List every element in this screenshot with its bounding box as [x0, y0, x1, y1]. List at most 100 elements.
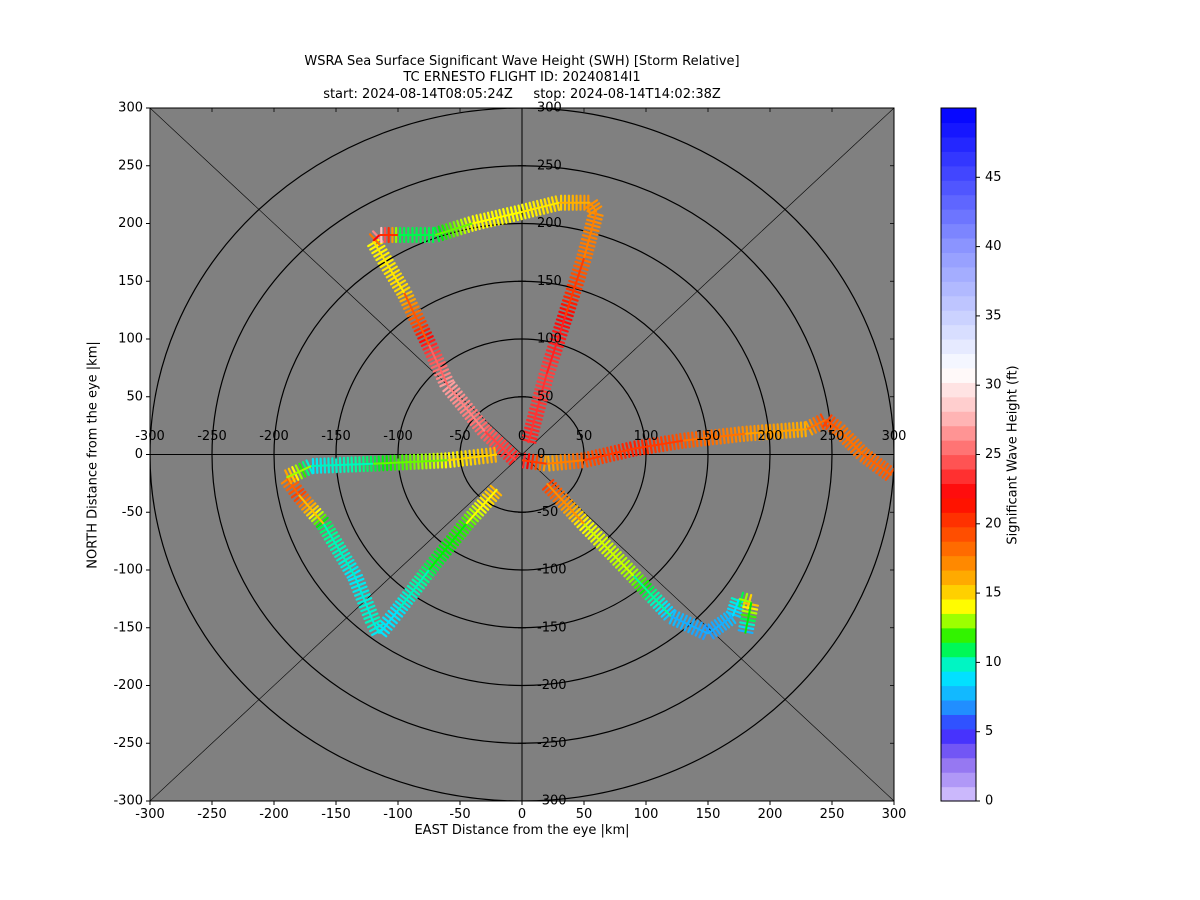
y-tick-label: 300: [118, 101, 143, 116]
colorbar-band: [941, 310, 976, 326]
colorbar-band: [941, 295, 976, 311]
colorbar-band: [941, 642, 976, 658]
track-segment: [372, 234, 381, 242]
inner-x-tick-label: -150: [321, 429, 351, 444]
y-tick-label: 150: [118, 274, 143, 289]
inner-y-tick-label: 150: [537, 274, 562, 289]
track-segment: [633, 439, 684, 450]
colorbar-tick-label: 45: [985, 170, 1002, 185]
colorbar-band: [941, 757, 976, 773]
track-segment: [583, 447, 634, 462]
colorbar-band: [941, 180, 976, 196]
colorbar-label: Significant Wave Height (ft): [1005, 365, 1021, 545]
inner-x-tick-label: 200: [758, 429, 783, 444]
colorbar-band: [941, 598, 976, 614]
colorbar-band: [941, 483, 976, 499]
inner-x-tick-label: 50: [576, 429, 593, 444]
outer-axis-ticks: -300 -250 -200 -150 -100 -50 0 50 100 150 200 250 30…: [113, 101, 906, 823]
colorbar-tick-label: 35: [985, 308, 1002, 323]
colorbar-band: [941, 266, 976, 282]
colorbar-band: [941, 223, 976, 239]
colorbar-band: [941, 440, 976, 456]
colorbar-band: [941, 324, 976, 340]
track-segment: [632, 575, 672, 617]
x-tick-label: 250: [820, 807, 845, 822]
colorbar: 0 5 10 15 20 25 30 35 40 45: [940, 107, 1002, 809]
x-tick-label: -100: [383, 807, 413, 822]
track-segment: [472, 210, 523, 225]
colorbar-band: [941, 772, 976, 788]
inner-x-tick-label: 150: [696, 429, 721, 444]
track-segment: [298, 494, 325, 525]
track-segment: [353, 575, 375, 623]
inner-y-tick-label: -200: [537, 678, 567, 693]
inner-y-tick-label: 200: [537, 216, 562, 231]
colorbar-band: [941, 627, 976, 643]
colorbar-band: [941, 743, 976, 759]
colorbar-band: [941, 411, 976, 427]
colorbar-band: [941, 555, 976, 571]
flight-track: [280, 194, 894, 641]
colorbar-band: [941, 786, 976, 802]
colorbar-band: [941, 570, 976, 586]
inner-x-tick-label: 250: [820, 429, 845, 444]
inner-y-tick-label: -100: [537, 563, 567, 578]
x-tick-label: -150: [321, 807, 351, 822]
colorbar-band: [941, 728, 976, 744]
colorbar-band: [941, 165, 976, 181]
colorbar-tick-label: 30: [985, 378, 1002, 393]
inner-x-tick-label: -100: [383, 429, 413, 444]
colorbar-tick-label: 5: [985, 724, 993, 739]
track-segment: [285, 465, 312, 479]
inner-y-tick-label: -150: [537, 620, 567, 635]
track-segment: [397, 569, 430, 612]
y-tick-label: -300: [113, 794, 143, 809]
colorbar-band: [941, 136, 976, 152]
chart-title: WSRA Sea Surface Significant Wave Height…: [304, 54, 740, 69]
track-segment: [825, 419, 839, 430]
track-segment: [446, 384, 486, 433]
y-tick-label: -50: [122, 505, 143, 520]
colorbar-band: [941, 685, 976, 701]
colorbar-band: [941, 584, 976, 600]
colorbar-band: [941, 656, 976, 672]
track-segment: [372, 621, 381, 634]
y-tick-label: -150: [113, 620, 143, 635]
track-segment: [447, 453, 498, 462]
track-segment: [583, 523, 635, 577]
inner-x-tick-label: -50: [449, 429, 470, 444]
track-segment: [372, 240, 406, 294]
colorbar-band: [941, 339, 976, 355]
colorbar-band: [941, 151, 976, 167]
colorbar-band: [941, 209, 976, 225]
colorbar-band: [941, 353, 976, 369]
colorbar-tick-label: 40: [985, 239, 1002, 254]
inner-x-tick-label: -200: [259, 429, 289, 444]
colorbar-band: [941, 541, 976, 557]
x-tick-label: 150: [696, 807, 721, 822]
colorbar-band: [941, 194, 976, 210]
track-segment: [434, 222, 473, 237]
colorbar-tick-label: 25: [985, 447, 1002, 462]
inner-y-tick-label: 100: [537, 332, 562, 347]
inner-y-tick-label: 50: [537, 389, 554, 404]
y-tick-label: -200: [113, 678, 143, 693]
inner-y-tick-label: 0: [537, 447, 545, 462]
track-segment: [465, 488, 498, 525]
colorbar-band: [941, 382, 976, 398]
track-segment: [731, 598, 740, 617]
x-tick-label: -300: [135, 807, 165, 822]
y-tick-label: -100: [113, 563, 143, 578]
colorbar-band: [941, 367, 976, 383]
colorbar-band: [941, 714, 976, 730]
colorbar-band: [941, 526, 976, 542]
colorbar-band: [941, 108, 976, 124]
track-segment: [837, 428, 864, 456]
y-tick-label: -250: [113, 736, 143, 751]
track-segment: [428, 344, 449, 386]
inner-y-tick-label: 250: [537, 158, 562, 173]
colorbar-tick-label: 10: [985, 655, 1002, 670]
inner-y-tick-label: -250: [537, 736, 567, 751]
inner-x-tick-label: 100: [634, 429, 659, 444]
